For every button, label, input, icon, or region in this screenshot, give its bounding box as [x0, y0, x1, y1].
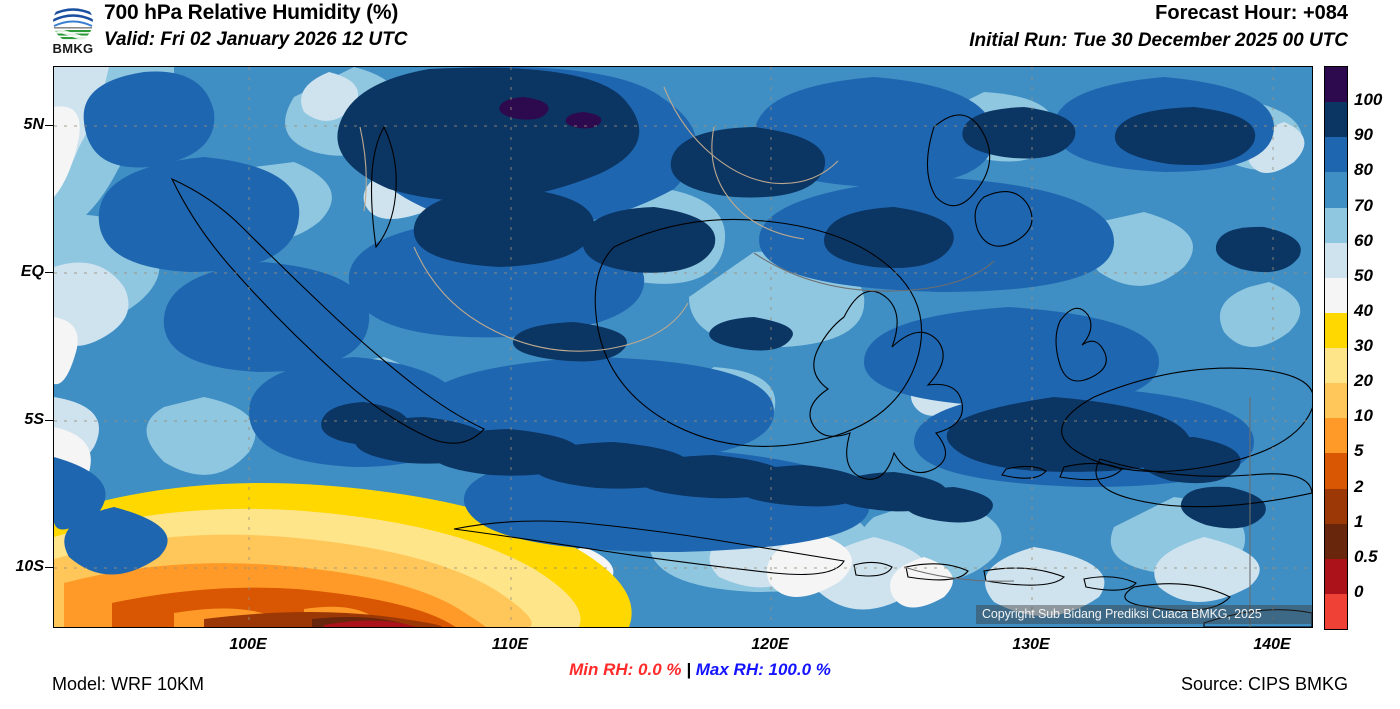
colorbar	[1324, 66, 1348, 630]
colorbar-band-100	[1325, 102, 1347, 138]
min-rh-value: 0.0 %	[638, 660, 682, 679]
y-tick-label-eq: EQ	[20, 263, 44, 280]
max-rh-label: Max RH:	[695, 660, 764, 679]
coastline-layer	[170, 114, 1312, 627]
y-tick-mark-5n	[45, 125, 53, 126]
colorbar-label-90: 90	[1354, 125, 1373, 145]
colorbar-band-40	[1325, 312, 1347, 348]
colorbar-label-10: 10	[1354, 406, 1373, 426]
y-tick-mark-5s	[45, 420, 53, 421]
dry-air-core	[54, 483, 632, 627]
colorbar-label-0.5: 0.5	[1354, 546, 1378, 566]
colorbar-band-90	[1325, 137, 1347, 173]
colorbar-label-60: 60	[1354, 230, 1373, 250]
colorbar-label-100: 100	[1354, 90, 1383, 110]
y-tick-mark-10s	[45, 567, 53, 568]
colorbar-label-40: 40	[1354, 300, 1373, 320]
bmkg-logo: BMKG	[42, 2, 104, 56]
colorbar-band-top	[1325, 67, 1347, 103]
x-tick-label-110e: 110E	[491, 636, 529, 653]
colorbar-band-1	[1325, 523, 1347, 559]
relative-humidity-contour-map	[54, 67, 1312, 627]
source-label: Source: CIPS BMKG	[1180, 674, 1348, 694]
colorbar-band-10	[1325, 418, 1347, 454]
colorbar-band-30	[1325, 348, 1347, 384]
max-rh-value: 100.0 %	[768, 660, 831, 679]
colorbar-label-80: 80	[1354, 160, 1373, 180]
colorbar-band-80	[1325, 172, 1347, 208]
y-tick-mark-eq	[45, 272, 53, 273]
copyright-watermark: Copyright Sub Bidang Prediksi Cuaca BMKG…	[976, 605, 1312, 624]
colorbar-label-5: 5	[1354, 441, 1364, 461]
colorbar-label-30: 30	[1354, 336, 1373, 355]
colorbar-label-2: 2	[1354, 476, 1364, 496]
model-label: Model: WRF 10KM	[52, 674, 205, 694]
colorbar-band-60	[1325, 242, 1347, 278]
country-border-layer	[359, 86, 839, 352]
colorbar-label-70: 70	[1354, 195, 1373, 215]
colorbar-label-0: 0	[1354, 581, 1364, 601]
header: BMKG 700 hPa Relative Humidity (%) Valid…	[0, 0, 1400, 60]
colorbar-band-5	[1325, 453, 1347, 489]
colorbar-label-20: 20	[1354, 371, 1373, 391]
colorbar-band-20	[1325, 383, 1347, 419]
colorbar-band-2	[1325, 488, 1347, 524]
colorbar-band-0	[1325, 593, 1347, 629]
colorbar-band-50	[1325, 277, 1347, 313]
colorbar-label-50: 50	[1354, 265, 1373, 285]
min-rh-label: Min RH:	[569, 660, 634, 679]
bmkg-logo-icon	[53, 2, 93, 42]
colorbar-label-1: 1	[1354, 511, 1364, 531]
y-tick-label-10s: 10S	[15, 558, 44, 575]
min-max-rh-label: Min RH: 0.0 % | Max RH: 100.0 %	[0, 660, 1400, 680]
min-max-separator: |	[686, 660, 692, 679]
valid-time-label: Valid: Fri 02 January 2026 12 UTC	[104, 29, 408, 50]
bmkg-logo-text: BMKG	[52, 41, 94, 56]
x-tick-label-140e: 140E	[1253, 636, 1291, 653]
page-title: 700 hPa Relative Humidity (%)	[104, 1, 399, 24]
rh-contour-fill-layer	[54, 67, 1312, 627]
x-tick-label-120e: 120E	[751, 636, 789, 653]
x-tick-label-130e: 130E	[1012, 636, 1050, 653]
graticule-layer	[54, 67, 1312, 627]
y-tick-label-5n: 5N	[23, 116, 44, 133]
colorbar-band-70	[1325, 207, 1347, 243]
internal-border-layer	[753, 252, 1251, 627]
colorbar-band-0.5	[1325, 558, 1347, 594]
y-tick-label-5s: 5S	[24, 411, 44, 428]
forecast-hour-label: Forecast Hour: +084	[1155, 2, 1348, 24]
map-plot-area[interactable]: Copyright Sub Bidang Prediksi Cuaca BMKG…	[53, 66, 1313, 628]
x-tick-label-100e: 100E	[229, 636, 267, 653]
initial-run-label: Initial Run: Tue 30 December 2025 00 UTC	[969, 30, 1348, 51]
